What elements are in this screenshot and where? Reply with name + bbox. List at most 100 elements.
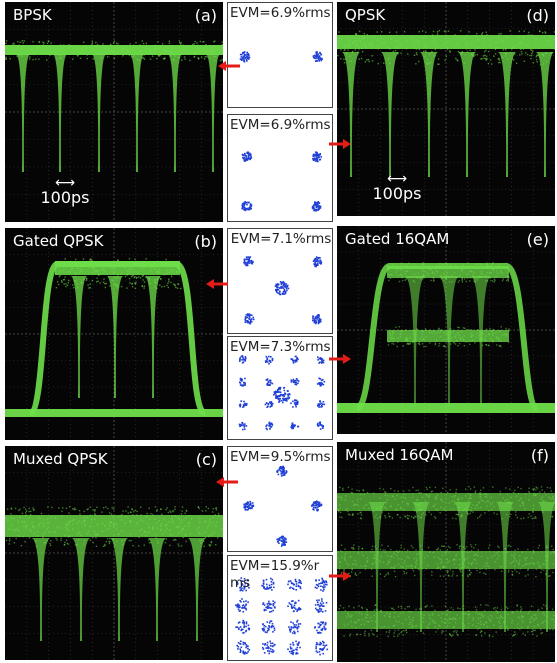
trace-noise xyxy=(433,556,436,558)
trace-noise xyxy=(374,627,376,629)
trace-noise xyxy=(457,634,459,636)
trace-noise xyxy=(423,345,425,348)
trace-noise xyxy=(103,278,105,280)
trace-noise xyxy=(79,268,82,271)
trace-noise xyxy=(91,48,93,50)
trace-noise xyxy=(127,273,129,275)
trace-noise xyxy=(530,52,533,55)
trace-noise xyxy=(98,45,100,48)
trace-noise xyxy=(469,270,472,272)
trace-noise xyxy=(507,629,509,631)
trace-noise xyxy=(511,561,513,564)
trace-noise xyxy=(435,548,438,551)
trace-noise xyxy=(500,616,502,618)
trace-noise xyxy=(149,52,152,55)
trace-noise xyxy=(434,503,436,505)
trace-noise xyxy=(187,525,190,528)
trace-noise xyxy=(174,284,176,287)
trace-noise xyxy=(388,631,390,633)
trace-noise xyxy=(467,627,469,629)
trace-noise xyxy=(50,52,53,54)
trace-noise xyxy=(353,548,355,550)
trace-noise xyxy=(533,488,535,490)
panel-d-qpsk-eye: QPSK (d) ⟷ 100ps xyxy=(337,2,555,216)
trace-noise xyxy=(77,264,80,267)
trace-noise xyxy=(529,492,531,494)
trace-noise xyxy=(441,632,443,634)
trace-noise xyxy=(441,554,444,557)
trace-noise xyxy=(360,511,362,513)
trace-noise xyxy=(110,262,113,265)
trace-noise xyxy=(534,42,536,45)
trace-noise xyxy=(13,42,15,45)
trace-noise xyxy=(490,615,492,617)
trace-noise xyxy=(155,522,158,524)
trace-noise xyxy=(136,263,139,265)
trace-noise xyxy=(177,283,179,285)
trace-noise xyxy=(389,612,391,615)
trace-noise xyxy=(203,540,205,542)
trace-noise xyxy=(423,271,425,273)
trace-noise xyxy=(429,329,431,331)
trace-noise xyxy=(10,508,13,510)
trace-noise xyxy=(161,262,164,265)
trace-noise xyxy=(543,563,545,566)
trace-noise xyxy=(358,58,361,60)
trace-noise xyxy=(338,608,340,610)
trace-noise xyxy=(80,261,82,263)
trace-noise xyxy=(397,504,399,506)
trace-noise xyxy=(150,270,152,272)
evm-label-1: EVM=6.9%rms xyxy=(230,5,331,21)
trace-noise xyxy=(527,516,529,519)
trace-noise xyxy=(379,497,381,499)
trace-dip xyxy=(498,52,516,177)
trace-noise xyxy=(215,507,217,509)
trace-noise xyxy=(461,270,463,272)
trace-noise xyxy=(113,40,116,43)
trace-noise xyxy=(408,616,410,618)
trace-noise xyxy=(532,62,535,64)
trace-noise xyxy=(78,509,81,512)
trace-noise xyxy=(479,506,482,509)
trace-noise xyxy=(419,343,421,346)
trace-noise xyxy=(203,545,205,548)
trace-noise xyxy=(46,518,49,520)
trace-noise xyxy=(540,497,542,500)
trace-noise xyxy=(113,49,115,52)
trace-noise xyxy=(526,45,529,47)
trace-noise xyxy=(492,608,495,610)
trace-noise xyxy=(167,511,170,514)
trace-noise xyxy=(184,534,186,537)
trace-noise xyxy=(508,544,510,547)
trace-noise xyxy=(452,617,455,619)
trace-noise xyxy=(527,612,530,614)
trace-noise xyxy=(532,494,535,496)
trace-noise xyxy=(377,48,379,50)
trace-noise xyxy=(405,565,408,568)
trace-noise xyxy=(143,285,146,287)
trace-noise xyxy=(354,572,357,574)
trace-noise xyxy=(428,614,430,616)
trace-noise xyxy=(458,334,460,337)
trace-noise xyxy=(188,515,190,517)
trace-noise xyxy=(529,621,531,624)
trace-noise xyxy=(129,263,131,265)
trace-noise xyxy=(528,513,530,515)
trace-noise xyxy=(356,499,359,501)
trace-noise xyxy=(8,540,11,542)
trace-noise xyxy=(376,31,378,33)
constellation-point xyxy=(265,421,274,431)
trace-noise xyxy=(530,605,533,608)
trace-noise xyxy=(132,514,134,516)
trace-noise xyxy=(65,539,68,541)
trace-noise xyxy=(193,56,196,58)
trace-noise xyxy=(154,52,156,55)
trace-noise xyxy=(411,329,414,332)
constellation-point xyxy=(312,256,323,268)
trace-noise xyxy=(449,51,451,53)
trace-noise xyxy=(66,284,69,287)
constellation-point xyxy=(290,377,300,386)
trace-noise xyxy=(452,559,454,562)
trace-noise xyxy=(159,508,162,510)
trace-noise xyxy=(535,517,537,519)
